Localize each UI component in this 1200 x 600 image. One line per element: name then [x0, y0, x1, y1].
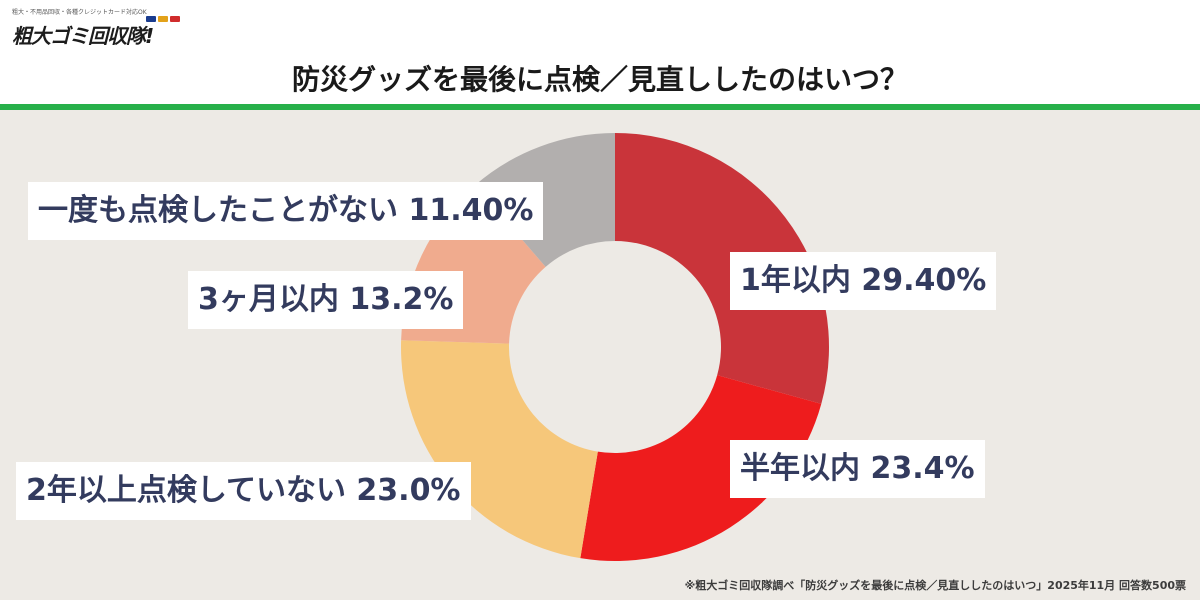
title-divider [0, 104, 1200, 110]
label-half-year: 半年以内 23.4% [730, 440, 985, 498]
payment-badges [146, 7, 182, 26]
donut-slices [400, 133, 829, 562]
label-over-2-years: 2年以上点検していない 23.0% [16, 462, 471, 520]
donut-slice-2 [400, 340, 598, 559]
source-footnote: ※粗大ゴミ回収隊調べ「防災グッズを最後に点検／見直ししたのはいつ」2025年11… [684, 579, 1186, 592]
label-never: 一度も点検したことがない 11.40% [28, 182, 544, 240]
brand-logo[interactable]: 粗大・不用品回収・各種クレジットカード対応OK 粗大ゴミ回収隊! [8, 4, 208, 48]
header: 粗大・不用品回収・各種クレジットカード対応OK 粗大ゴミ回収隊! 防災グッズを最… [0, 0, 1200, 110]
logo-name: 粗大ゴミ回収隊! [12, 24, 154, 48]
donut-slice-1 [580, 375, 822, 562]
donut-slice-0 [615, 133, 829, 404]
label-1-year: 1年以内 29.40% [730, 252, 997, 310]
page-title: 防災グッズを最後に点検／見直ししたのはいつ？ [291, 63, 908, 96]
label-3-months: 3ヶ月以内 13.2% [188, 271, 464, 329]
logo-tagline: 粗大・不用品回収・各種クレジットカード対応OK [12, 9, 147, 16]
donut-slice-4 [474, 133, 615, 267]
